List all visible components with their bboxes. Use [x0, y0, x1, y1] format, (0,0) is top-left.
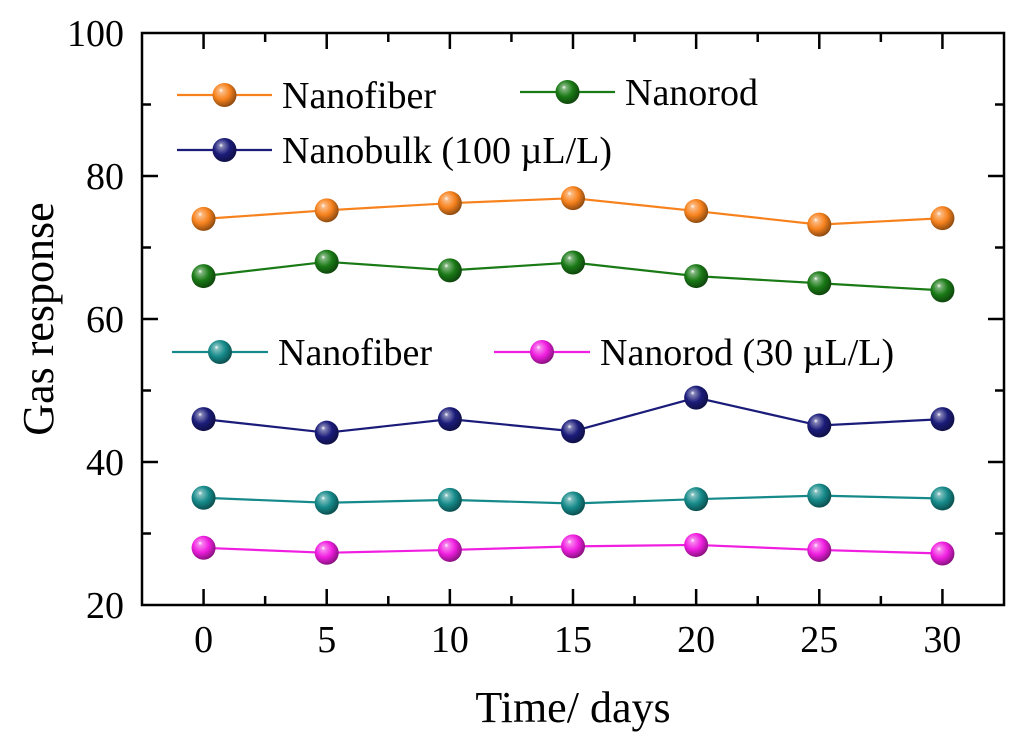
series-2: [191, 385, 955, 445]
data-point: [314, 249, 339, 274]
y-tick-label: 100: [67, 13, 124, 55]
data-point: [561, 491, 585, 516]
legend-marker: [555, 80, 580, 104]
data-point: [437, 258, 462, 283]
series-0: [191, 186, 955, 237]
x-tick-label: 20: [677, 619, 715, 661]
x-tick-label: 10: [431, 619, 469, 661]
x-tick-label: 30: [923, 619, 961, 661]
legend-label: Nanorod (30 µL/L): [600, 332, 894, 374]
data-point: [930, 206, 955, 231]
legend-label: Nanobulk (100 µL/L): [282, 130, 612, 172]
data-point: [314, 540, 339, 565]
legend-label: Nanofiber: [278, 332, 432, 374]
x-tick-label: 5: [317, 619, 336, 661]
data-point: [807, 413, 832, 438]
x-axis-title: Time/ days: [475, 683, 670, 732]
x-tick-label: 15: [554, 619, 592, 661]
y-tick-label: 60: [86, 299, 124, 341]
legend-entry-nanobulk-100: Nanobulk (100 µL/L): [177, 130, 612, 172]
data-point: [191, 535, 216, 560]
series-1: [191, 249, 955, 303]
data-point: [561, 419, 585, 444]
data-point: [437, 537, 462, 562]
tick-labels: 0 5 10 15 20 25 30 20 40 60 80 100: [67, 13, 961, 661]
legend-marker: [212, 83, 237, 107]
y-tick-label: 20: [86, 585, 124, 627]
data-point: [684, 532, 709, 557]
data-point: [684, 264, 709, 289]
legend-marker: [208, 340, 232, 364]
data-point: [191, 407, 216, 432]
y-tick-label: 40: [86, 442, 124, 484]
series-layer: [191, 186, 955, 566]
data-point: [437, 487, 462, 512]
x-tick-label: 25: [800, 619, 838, 661]
legend-entry-nanofiber-100: Nanofiber: [177, 75, 436, 117]
data-point: [684, 385, 709, 410]
data-point: [930, 541, 955, 566]
data-point: [437, 191, 462, 216]
data-point: [437, 407, 462, 432]
data-point: [191, 206, 216, 231]
legend-marker: [212, 138, 237, 162]
legend-label: Nanofiber: [282, 75, 436, 117]
data-point: [314, 490, 339, 515]
data-point: [684, 199, 709, 224]
data-point: [930, 486, 955, 511]
data-point: [191, 485, 216, 510]
data-point: [930, 407, 955, 432]
x-tick-label: 0: [194, 619, 213, 661]
data-point: [930, 278, 955, 303]
legend: Nanofiber Nanorod Nanobulk (100 µL/L) Nanof…: [172, 72, 894, 374]
data-point: [314, 198, 339, 223]
legend-entry-nanorod-100: Nanorod: [520, 72, 758, 114]
data-point: [561, 534, 585, 559]
legend-marker: [530, 340, 554, 364]
legend-entry-nanorod-30: Nanorod (30 µL/L): [494, 332, 894, 374]
data-point: [191, 264, 216, 289]
data-point: [807, 212, 832, 237]
series-4: [191, 532, 955, 566]
legend-entry-nanofiber-30: Nanofiber: [172, 332, 432, 374]
plot-frame: [140, 31, 1006, 607]
data-point: [684, 487, 709, 512]
axis-ticks: [142, 33, 1004, 605]
y-axis-title: Gas response: [14, 202, 63, 435]
data-point: [561, 186, 585, 211]
series-3: [191, 483, 955, 516]
data-point: [561, 250, 585, 275]
data-point: [807, 271, 832, 296]
data-point: [807, 483, 832, 508]
y-tick-label: 80: [86, 156, 124, 198]
legend-label: Nanorod: [625, 72, 758, 114]
data-point: [807, 537, 832, 562]
data-point: [314, 420, 339, 445]
